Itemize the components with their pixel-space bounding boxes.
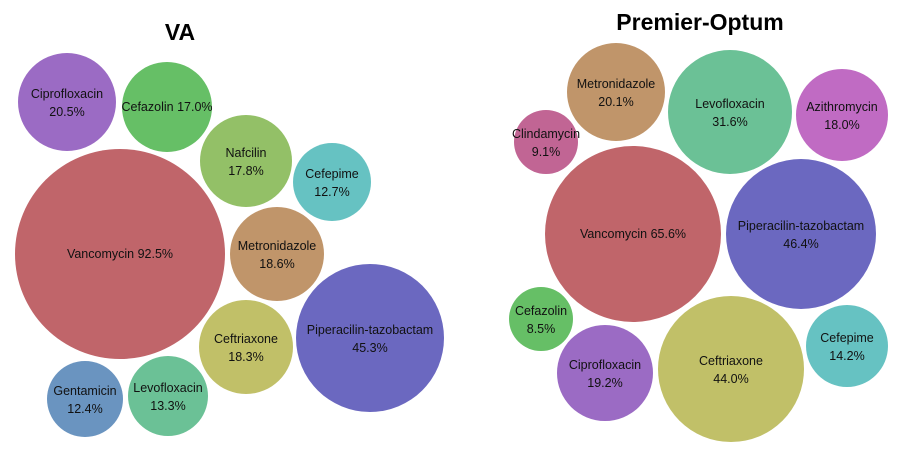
bubble-circle [806,305,888,387]
bubble-ceftriaxone: Ceftriaxone 18.3% [199,300,293,394]
bubble-name: Ceftriaxone [699,354,763,368]
bubble-label: Cefazolin 17.0% [121,100,212,114]
bubble-piperacilin-tazobactam: Piperacilin-tazobactam 45.3% [296,264,444,412]
bubble-circle [122,62,212,152]
bubble-metronidazole: Metronidazole 18.6% [230,207,324,301]
bubble-value: 14.2% [829,349,864,363]
bubble-value: 20.5% [49,105,84,119]
chart-title-va: VA [165,19,195,45]
bubble-circle [567,43,665,141]
bubble-circle [200,115,292,207]
bubble-name: Ceftriaxone [214,332,278,346]
bubble-vancomycin: Vancomycin 65.6% [545,146,721,322]
bubble-name: Ciprofloxacin [569,358,641,372]
bubble-circle [296,264,444,412]
chart-title-premier-optum: Premier-Optum [616,9,783,35]
bubble-value: 18.0% [824,118,859,132]
premier-optum-bubbles: Metronidazole 20.1% Levofloxacin 31.6% Azith… [509,43,888,442]
bubble-gentamicin: Gentamicin 12.4% [47,361,123,437]
bubble-ceftriaxone: Ceftriaxone 44.0% [658,296,804,442]
bubble-name: Azithromycin [806,100,878,114]
bubble-value: 17.0% [177,100,212,114]
bubble-clindamycin: Clindamycin 9.1% [512,110,580,174]
bubble-name: Piperacilin-tazobactam [307,323,433,337]
bubble-value: 44.0% [713,372,748,386]
bubble-value: 18.3% [228,350,263,364]
bubble-value: 45.3% [352,341,387,355]
bubble-name: Vancomycin [67,247,134,261]
bubble-name: Cefepime [820,331,874,345]
bubble-circle [545,146,721,322]
bubble-value: 17.8% [228,164,263,178]
bubble-azithromycin: Azithromycin 18.0% [796,69,888,161]
bubble-circle [15,149,225,359]
bubble-piperacilin-tazobactam: Piperacilin-tazobactam 46.4% [726,159,876,309]
bubble-name: Gentamicin [53,384,116,398]
bubble-nafcilin: Nafcilin 17.8% [200,115,292,207]
bubble-value: 31.6% [712,115,747,129]
bubble-circle [128,356,208,436]
bubble-value: 92.5% [138,247,173,261]
bubble-cefazolin: Cefazolin 8.5% [509,287,573,351]
bubble-label: Vancomycin 92.5% [67,247,173,261]
bubble-value: 19.2% [587,376,622,390]
bubble-value: 12.4% [67,402,102,416]
bubble-name: Ciprofloxacin [31,87,103,101]
bubble-circle [199,300,293,394]
bubble-name: Cefazolin [515,304,567,318]
bubble-circle [293,143,371,221]
bubble-name: Levofloxacin [133,381,203,395]
bubble-circle [514,110,578,174]
bubble-levofloxacin: Levofloxacin 13.3% [128,356,208,436]
bubble-circle [18,53,116,151]
bubble-cefazolin: Cefazolin 17.0% [121,62,213,152]
bubble-value: 65.6% [651,227,686,241]
bubble-circle [509,287,573,351]
bubble-metronidazole: Metronidazole 20.1% [567,43,665,141]
bubble-value: 20.1% [598,95,633,109]
bubble-value: 8.5% [527,322,556,336]
bubble-name: Cefepime [305,167,359,181]
bubble-vancomycin: Vancomycin 92.5% [15,149,225,359]
bubble-value: 18.6% [259,257,294,271]
bubble-cefepime: Cefepime 14.2% [806,305,888,387]
bubble-ciprofloxacin: Ciprofloxacin 20.5% [18,53,116,151]
bubble-ciprofloxacin: Ciprofloxacin 19.2% [557,325,653,421]
bubble-circle [796,69,888,161]
bubble-circle [668,50,792,174]
bubble-name: Levofloxacin [695,97,765,111]
bubble-name: Nafcilin [226,146,267,160]
bubble-value: 12.7% [314,185,349,199]
bubble-levofloxacin: Levofloxacin 31.6% [668,50,792,174]
bubble-name: Cefazolin [121,100,173,114]
bubble-cefepime: Cefepime 12.7% [293,143,371,221]
bubble-name: Metronidazole [238,239,317,253]
bubble-circle [47,361,123,437]
bubble-value: 46.4% [783,237,818,251]
bubble-label: Vancomycin 65.6% [580,227,686,241]
bubble-circle [230,207,324,301]
bubble-name: Metronidazole [577,77,656,91]
bubble-circle [726,159,876,309]
bubble-value: 9.1% [532,145,561,159]
bubble-circle [658,296,804,442]
bubble-value: 13.3% [150,399,185,413]
bubble-name: Vancomycin [580,227,647,241]
bubble-circle [557,325,653,421]
bubble-name: Clindamycin [512,127,580,141]
bubble-name: Piperacilin-tazobactam [738,219,864,233]
